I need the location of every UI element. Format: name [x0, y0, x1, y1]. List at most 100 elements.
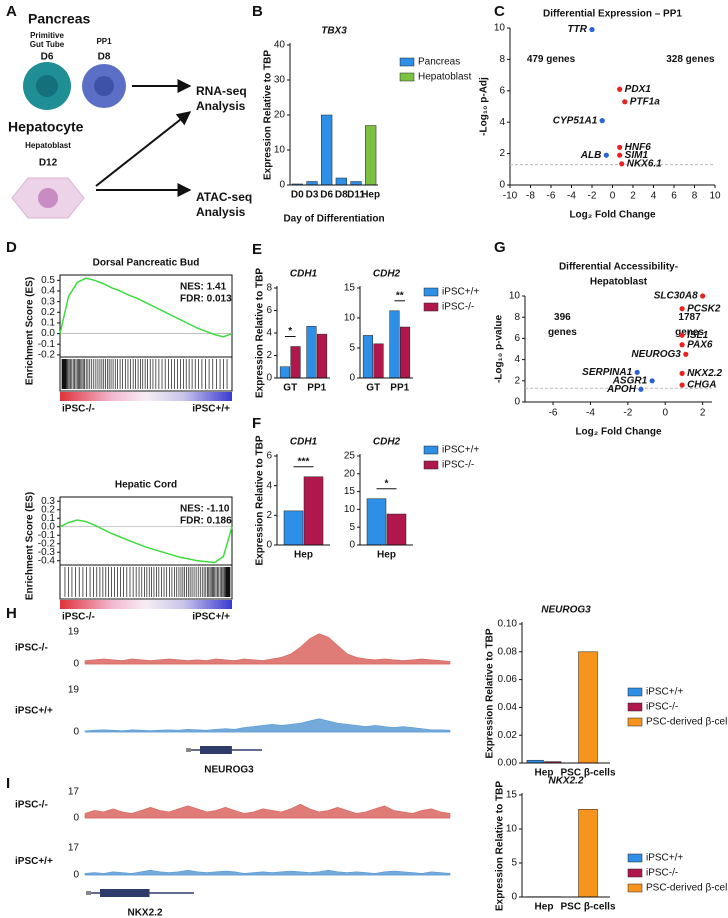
x-tick-label: 0 — [610, 191, 616, 202]
gene-point — [619, 161, 625, 167]
y-tick-label: 30 — [274, 75, 286, 86]
x-tick-label: 2 — [700, 408, 706, 419]
y-tick-label: 10 — [344, 313, 356, 324]
legend-swatch — [627, 717, 643, 727]
x-tick-label: Hep — [294, 550, 313, 561]
y-tick-label: 0.0 — [41, 521, 55, 532]
annotation: 479 genes — [527, 54, 576, 65]
gene-point — [649, 378, 655, 384]
row-label: iPSC-/- — [15, 643, 48, 654]
rank-gradient — [60, 600, 232, 609]
track-scale: 0 — [73, 813, 79, 824]
y-tick-label: -0.3 — [38, 547, 56, 558]
legend-swatch — [423, 302, 439, 312]
legend-label: PSC-derived β-cells — [646, 883, 728, 894]
chart-title: TBX3 — [321, 26, 347, 37]
gsea-stat: FDR: 0.013 — [180, 294, 232, 305]
x-tick-label: -2 — [588, 191, 597, 202]
y-tick-label: 20 — [344, 468, 356, 479]
y-tick-label: 0 — [279, 180, 285, 191]
y-tick-label: -0.1 — [38, 530, 56, 541]
x-axis-label: Log₂ Fold Change — [575, 427, 662, 438]
y-tick-label: 5 — [349, 343, 355, 354]
significance-label: * — [385, 478, 389, 489]
gene-point — [617, 152, 623, 158]
legend-label: iPSC-/- — [646, 868, 678, 879]
x-tick-label: 2 — [630, 191, 636, 202]
gene-label: PTF1a — [630, 96, 660, 107]
y-tick-label: 10 — [506, 824, 518, 835]
gene-label: PDX1 — [625, 84, 652, 95]
y-tick-label: 2 — [266, 510, 272, 521]
gene-label: PCSK2 — [687, 303, 721, 314]
y-tick-label: 15 — [506, 790, 518, 801]
gene-label: NKX2.2 — [687, 368, 722, 379]
row-label: iPSC+/+ — [15, 856, 53, 867]
gene-point — [683, 351, 689, 357]
gene-label: CHGA — [687, 380, 716, 391]
stage-label: PP1 — [96, 37, 112, 46]
gene-label: SIM1 — [625, 150, 649, 161]
track-scale: 0 — [73, 870, 79, 881]
gene-point — [589, 26, 595, 33]
analysis-label: Analysis — [196, 205, 246, 219]
chart-title: CDH2 — [373, 269, 401, 280]
significance-label: * — [288, 326, 292, 337]
bar — [303, 476, 324, 546]
legend-label: iPSC+/+ — [442, 445, 479, 456]
gene-point — [638, 386, 644, 392]
track-scale: 0 — [73, 659, 79, 670]
bar — [362, 335, 373, 379]
significance-label: *** — [298, 456, 310, 467]
legend-swatch — [399, 57, 415, 67]
panel-label: I — [6, 775, 10, 792]
x-tick-label: 4 — [651, 191, 657, 202]
x-tick-label: D8 — [335, 190, 348, 201]
y-tick-label: -0.2 — [38, 538, 56, 549]
x-tick-label: 6 — [671, 191, 677, 202]
gene-label: CYP51A1 — [553, 115, 598, 126]
gene-point — [617, 144, 623, 150]
bar — [365, 125, 377, 186]
coverage-track — [84, 718, 451, 733]
x-axis-label: Log₂ Fold Change — [569, 210, 656, 221]
y-tick-label: 0 — [499, 180, 505, 191]
cell-nucleus — [94, 76, 114, 96]
group-label: iPSC-/- — [62, 404, 95, 415]
legend-swatch — [423, 287, 439, 297]
y-axis-label: Enrichment Score (ES) — [25, 277, 36, 385]
gene-point — [679, 382, 685, 388]
panel-label: F — [252, 415, 261, 432]
bar — [306, 181, 318, 186]
y-tick-label: 0.2 — [41, 307, 55, 318]
x-tick-label: D3 — [306, 190, 319, 201]
legend-swatch — [627, 687, 643, 697]
schematic: Pancreas Primitive Gut Tube PP1 D6 D8 He… — [8, 11, 252, 219]
legend-swatch — [423, 460, 439, 470]
x-tick-label: -8 — [526, 191, 535, 202]
y-tick-label: 6 — [514, 333, 520, 344]
gene-point — [700, 293, 706, 299]
y-axis-label: Expression Relative to TBP — [263, 50, 274, 180]
y-tick-label: 2 — [514, 375, 520, 386]
gsea-stat: NES: 1.41 — [180, 282, 227, 293]
x-tick-label: -6 — [549, 408, 558, 419]
y-tick-label: 0.3 — [41, 296, 55, 307]
y-tick-label: 40 — [274, 40, 286, 51]
bar — [366, 498, 387, 546]
gene-point — [679, 370, 685, 376]
panel-label: D — [6, 239, 17, 256]
panel-label: G — [494, 239, 506, 256]
y-tick-label: 0 — [266, 540, 272, 551]
panel-labels: A B C D E F G H I — [6, 3, 506, 792]
coverage-track — [84, 803, 451, 819]
gsea-stat: FDR: 0.186 — [180, 516, 232, 527]
group-label: iPSC+/+ — [192, 404, 230, 415]
gene-label: PAX6 — [687, 339, 713, 350]
x-tick-label: Hep — [377, 550, 396, 561]
bar — [389, 310, 400, 379]
y-tick-label: -0.2 — [38, 350, 56, 361]
gene-point — [603, 152, 609, 158]
y-tick-label: 0 — [349, 373, 355, 384]
